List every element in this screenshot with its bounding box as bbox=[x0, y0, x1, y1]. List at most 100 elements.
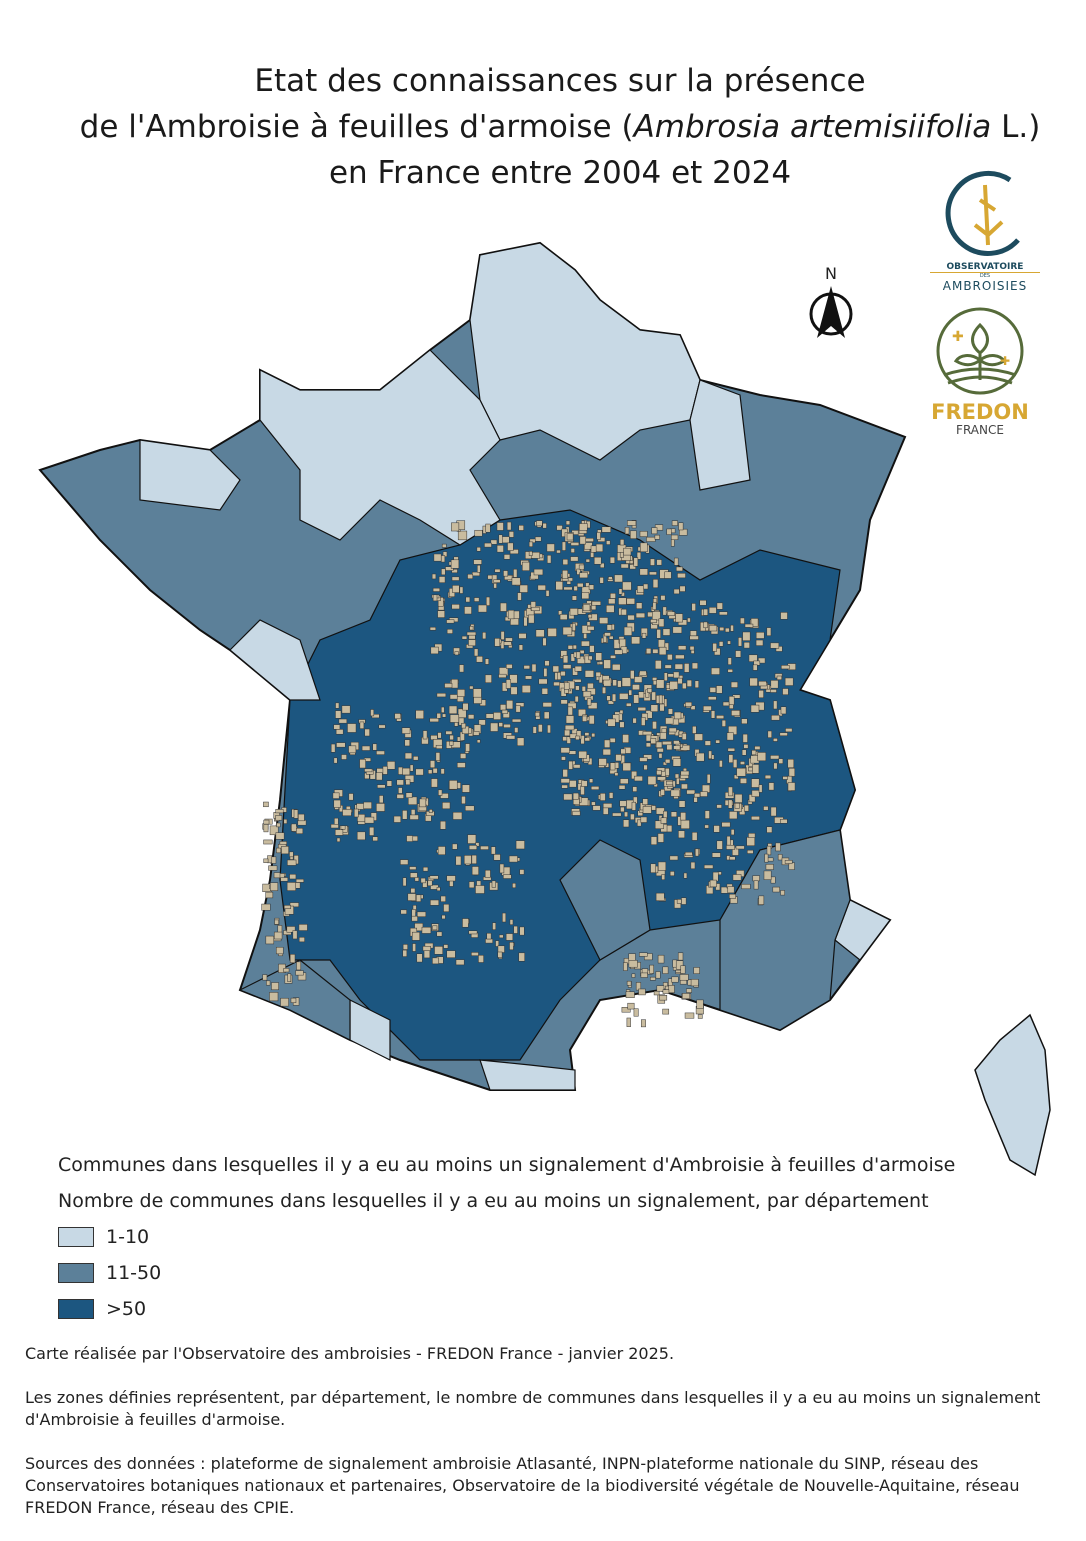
commune-patch bbox=[469, 685, 474, 690]
commune-patch bbox=[643, 583, 649, 590]
commune-patch bbox=[505, 933, 514, 941]
commune-patch bbox=[291, 823, 297, 832]
commune-patch bbox=[651, 527, 658, 535]
commune-patch bbox=[694, 680, 699, 689]
commune-patch bbox=[563, 586, 573, 591]
commune-patch bbox=[436, 692, 447, 698]
commune-patch bbox=[378, 724, 386, 729]
commune-patch bbox=[609, 556, 616, 564]
commune-patch bbox=[412, 943, 416, 952]
commune-patch bbox=[537, 584, 546, 591]
commune-patch bbox=[567, 706, 573, 716]
commune-patch bbox=[636, 602, 643, 609]
commune-patch bbox=[639, 952, 648, 957]
commune-patch bbox=[669, 871, 675, 877]
commune-patch bbox=[660, 817, 667, 824]
commune-patch bbox=[732, 847, 739, 856]
commune-patch bbox=[776, 675, 782, 680]
commune-patch bbox=[506, 735, 516, 740]
commune-patch bbox=[667, 708, 673, 715]
commune-patch bbox=[612, 663, 621, 671]
commune-patch bbox=[298, 924, 308, 931]
commune-patch bbox=[626, 598, 636, 605]
commune-patch bbox=[287, 859, 297, 866]
commune-patch bbox=[729, 893, 736, 899]
commune-patch bbox=[441, 543, 447, 548]
corsica bbox=[974, 1013, 1051, 1177]
commune-patch bbox=[751, 778, 760, 788]
commune-patch bbox=[781, 665, 790, 670]
commune-patch bbox=[673, 671, 680, 679]
commune-patch bbox=[590, 545, 597, 553]
commune-patch bbox=[563, 682, 570, 690]
commune-patch bbox=[585, 538, 594, 542]
commune-patch bbox=[518, 633, 527, 639]
commune-patch bbox=[369, 826, 375, 836]
commune-patch bbox=[647, 776, 657, 785]
departments-1-10-meuse bbox=[689, 379, 751, 491]
commune-patch bbox=[375, 772, 383, 781]
commune-patch bbox=[727, 640, 731, 645]
commune-patch bbox=[619, 721, 625, 728]
commune-patch bbox=[742, 631, 751, 641]
commune-patch bbox=[545, 590, 550, 597]
commune-patch bbox=[581, 592, 590, 600]
commune-patch bbox=[628, 960, 638, 968]
commune-patch bbox=[561, 784, 568, 789]
commune-patch bbox=[770, 642, 780, 649]
commune-patch bbox=[443, 944, 449, 949]
commune-patch bbox=[333, 724, 341, 730]
commune-patch bbox=[578, 750, 587, 759]
commune-patch bbox=[642, 806, 652, 814]
commune-patch bbox=[741, 749, 747, 756]
commune-patch bbox=[263, 839, 273, 845]
commune-patch bbox=[478, 954, 484, 963]
commune-patch bbox=[751, 790, 760, 797]
commune-patch bbox=[735, 650, 742, 658]
commune-patch bbox=[662, 966, 669, 974]
commune-patch bbox=[730, 681, 738, 688]
commune-patch bbox=[471, 571, 480, 577]
commune-patch bbox=[281, 846, 289, 855]
commune-patch bbox=[660, 789, 665, 796]
commune-patch bbox=[743, 641, 750, 649]
commune-patch bbox=[680, 770, 690, 776]
commune-patch bbox=[578, 709, 587, 717]
commune-patch bbox=[456, 762, 466, 768]
commune-patch bbox=[427, 880, 433, 887]
commune-patch bbox=[506, 700, 514, 710]
commune-patch bbox=[637, 819, 642, 827]
commune-patch bbox=[615, 754, 622, 762]
commune-patch bbox=[476, 656, 483, 663]
commune-patch bbox=[785, 728, 793, 733]
commune-patch bbox=[466, 631, 477, 636]
commune-patch bbox=[356, 831, 366, 841]
commune-patch bbox=[727, 669, 733, 673]
commune-patch bbox=[634, 676, 643, 683]
commune-patch bbox=[567, 645, 573, 650]
commune-patch bbox=[261, 903, 271, 911]
commune-patch bbox=[451, 569, 458, 574]
commune-patch bbox=[348, 745, 357, 754]
commune-patch bbox=[405, 779, 411, 786]
commune-patch bbox=[583, 632, 587, 639]
commune-patch bbox=[653, 990, 660, 996]
commune-patch bbox=[467, 573, 474, 579]
commune-patch bbox=[716, 804, 722, 809]
commune-patch bbox=[442, 713, 447, 718]
commune-patch bbox=[446, 619, 455, 624]
commune-patch bbox=[665, 717, 674, 725]
commune-patch bbox=[437, 610, 445, 618]
commune-patch bbox=[728, 754, 734, 763]
commune-patch bbox=[455, 959, 465, 966]
commune-patch bbox=[736, 767, 746, 777]
commune-patch bbox=[780, 890, 785, 896]
commune-patch bbox=[741, 883, 751, 890]
commune-patch bbox=[754, 745, 761, 750]
commune-patch bbox=[290, 997, 297, 1003]
commune-patch bbox=[444, 683, 453, 688]
commune-patch bbox=[758, 657, 766, 664]
commune-patch bbox=[658, 639, 665, 648]
commune-patch bbox=[632, 717, 637, 724]
commune-patch bbox=[486, 932, 492, 940]
